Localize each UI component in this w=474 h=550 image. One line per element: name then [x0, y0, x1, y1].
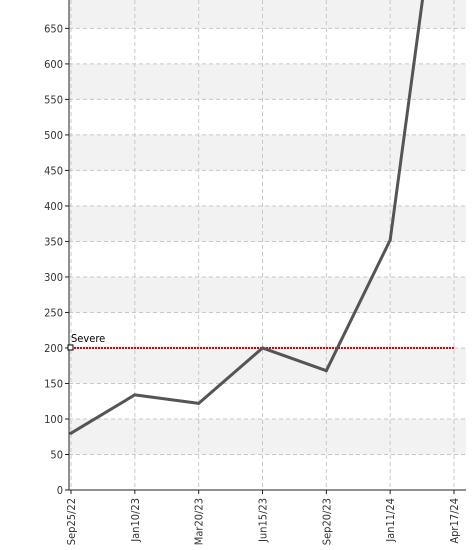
- reference-label: Severe: [71, 332, 105, 345]
- y-tick-label: 650: [44, 22, 63, 35]
- series-group: [69, 0, 424, 435]
- x-tick-label: Jan11/24: [384, 498, 397, 543]
- background-band: [69, 418, 466, 455]
- background-band: [69, 205, 466, 242]
- x-tick-label: Sep25/22: [65, 498, 78, 545]
- x-tick-label: Mar20/23: [193, 498, 206, 545]
- y-tick-label: 350: [44, 235, 63, 248]
- y-tick-label: 500: [44, 129, 63, 142]
- axes: [65, 0, 466, 494]
- y-tick-label: 600: [44, 58, 63, 71]
- y-tick-label: 150: [44, 377, 63, 390]
- y-tick-label: 100: [44, 413, 63, 426]
- x-tick-label: Jun15/23: [257, 498, 270, 543]
- data-point: [197, 401, 201, 405]
- data-point: [69, 431, 73, 435]
- background-bands: [69, 0, 466, 455]
- background-band: [69, 347, 466, 384]
- y-tick-label: 400: [44, 200, 63, 213]
- y-tick-label: 200: [44, 342, 63, 355]
- y-tick-label: 550: [44, 93, 63, 106]
- reference-lines: Severe: [67, 332, 454, 351]
- data-point: [133, 393, 137, 397]
- y-tick-label: 300: [44, 271, 63, 284]
- x-tick-label: Apr17/24: [448, 498, 461, 544]
- y-tick-label: 450: [44, 164, 63, 177]
- y-tick-label: 250: [44, 306, 63, 319]
- data-point: [261, 346, 264, 350]
- tick-labels: 0 50 100 150 200 250 300 350 400 450 500 550 600 650 S…: [44, 22, 461, 545]
- background-band: [69, 0, 466, 29]
- background-band: [69, 276, 466, 313]
- x-tick-label: Jan10/23: [129, 498, 142, 543]
- data-point: [388, 238, 392, 242]
- grid-lines: [69, 0, 466, 490]
- background-band: [69, 63, 466, 100]
- x-tick-label: Sep20/23: [320, 498, 333, 545]
- background-band: [69, 134, 466, 171]
- y-tick-label: 0: [57, 484, 63, 497]
- reference-marker: [67, 344, 74, 351]
- y-tick-label: 50: [50, 448, 63, 461]
- data-point: [324, 369, 328, 373]
